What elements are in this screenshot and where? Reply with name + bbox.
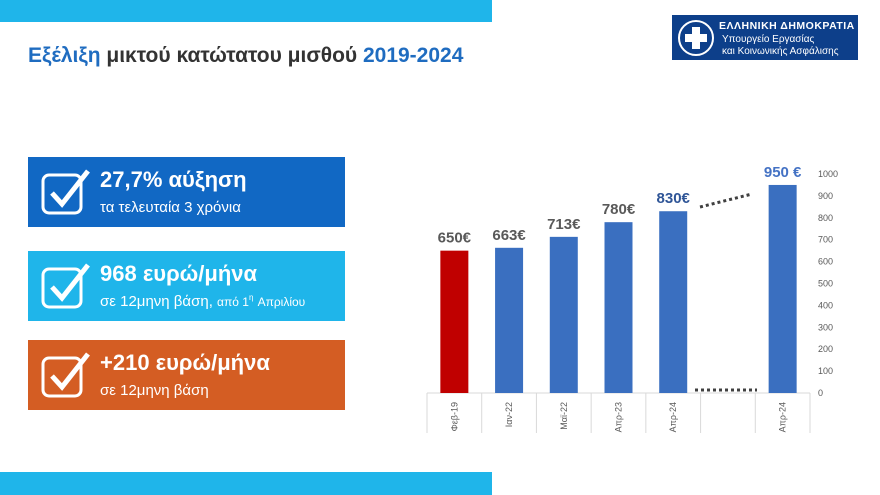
y-tick-label: 600 bbox=[818, 257, 833, 267]
x-tick-label: Ιαν-22 bbox=[504, 402, 514, 427]
bar bbox=[495, 247, 524, 393]
slide-title: Εξέλιξη μικτού κατώτατου μισθού 2019-202… bbox=[28, 44, 463, 68]
check-icon bbox=[41, 352, 90, 398]
box-detail: σε 12μηνη βάση bbox=[100, 382, 209, 399]
bar bbox=[440, 250, 469, 393]
y-tick-label: 400 bbox=[818, 300, 833, 310]
bar bbox=[604, 222, 633, 393]
bar bbox=[549, 236, 578, 393]
bottom-strip bbox=[0, 472, 492, 495]
detail-part: η bbox=[248, 293, 254, 302]
detail-part: Απριλίου bbox=[257, 295, 306, 309]
value-label: 830€ bbox=[657, 190, 691, 207]
x-tick-label: Μαϊ-22 bbox=[559, 402, 569, 430]
check-icon bbox=[41, 263, 90, 309]
y-tick-label: 300 bbox=[818, 322, 833, 332]
box-headline: +210 ευρώ/μήνα bbox=[100, 350, 270, 375]
x-tick-label: Απρ-23 bbox=[614, 402, 624, 432]
top-strip bbox=[0, 0, 492, 22]
box-detail: σε 12μηνη βάση, από 1η Απριλίου bbox=[100, 293, 305, 310]
info-box: 968 ευρώ/μήνα σε 12μηνη βάση, από 1η Απρι… bbox=[28, 251, 345, 321]
y-tick-label: 800 bbox=[818, 213, 833, 223]
y-tick-label: 200 bbox=[818, 344, 833, 354]
title-part: Εξέλιξη bbox=[28, 44, 101, 67]
bar bbox=[659, 211, 688, 393]
value-label: 650€ bbox=[438, 230, 472, 247]
y-tick-label: 900 bbox=[818, 191, 833, 201]
trend-dots bbox=[699, 192, 753, 209]
y-tick-label: 700 bbox=[818, 235, 833, 245]
box-headline: 27,7% αύξηση bbox=[100, 167, 247, 192]
y-tick-label: 1000 bbox=[818, 169, 838, 179]
info-box: 27,7% αύξηση τα τελευταία 3 χρόνια bbox=[28, 157, 345, 227]
info-box: +210 ευρώ/μήνα σε 12μηνη βάση bbox=[28, 340, 345, 410]
emblem bbox=[678, 20, 714, 56]
detail-part: σε 12μηνη βάση bbox=[100, 382, 209, 399]
title-part: μικτού κατώτατου μισθού bbox=[106, 44, 358, 67]
logo-text: και Κοινωνικής Ασφάλισης bbox=[722, 46, 839, 57]
detail-part: τα τελευταία 3 χρόνια bbox=[100, 199, 241, 216]
box-headline: 968 ευρώ/μήνα bbox=[100, 261, 258, 286]
bar bbox=[768, 184, 797, 393]
value-label: 780€ bbox=[602, 201, 636, 218]
logo-text: ΕΛΛΗΝΙΚΗ ΔΗΜΟΚΡΑΤΙΑ bbox=[719, 20, 855, 32]
value-label: 713€ bbox=[547, 216, 581, 233]
check-icon bbox=[41, 169, 90, 215]
x-tick-label: Φεβ-19 bbox=[449, 402, 459, 431]
value-label: 663€ bbox=[492, 227, 526, 244]
x-tick-label: Απρ-24 bbox=[778, 402, 788, 432]
value-label: 950 € bbox=[764, 164, 802, 181]
y-tick-label: 500 bbox=[818, 279, 833, 289]
detail-part: σε 12μηνη βάση, bbox=[100, 293, 213, 310]
box-detail: τα τελευταία 3 χρόνια bbox=[100, 199, 241, 216]
logo: ΕΛΛΗΝΙΚΗ ΔΗΜΟΚΡΑΤΙΑ Υπουργείο Εργασίας κ… bbox=[672, 15, 858, 60]
title-part: 2019-2024 bbox=[362, 44, 464, 67]
logo-text: Υπουργείο Εργασίας bbox=[722, 34, 815, 45]
y-tick-label: 100 bbox=[818, 366, 833, 376]
x-tick-label: Απρ-24 bbox=[668, 402, 678, 432]
y-tick-label: 0 bbox=[818, 388, 823, 398]
detail-part: από 1 bbox=[217, 295, 249, 309]
